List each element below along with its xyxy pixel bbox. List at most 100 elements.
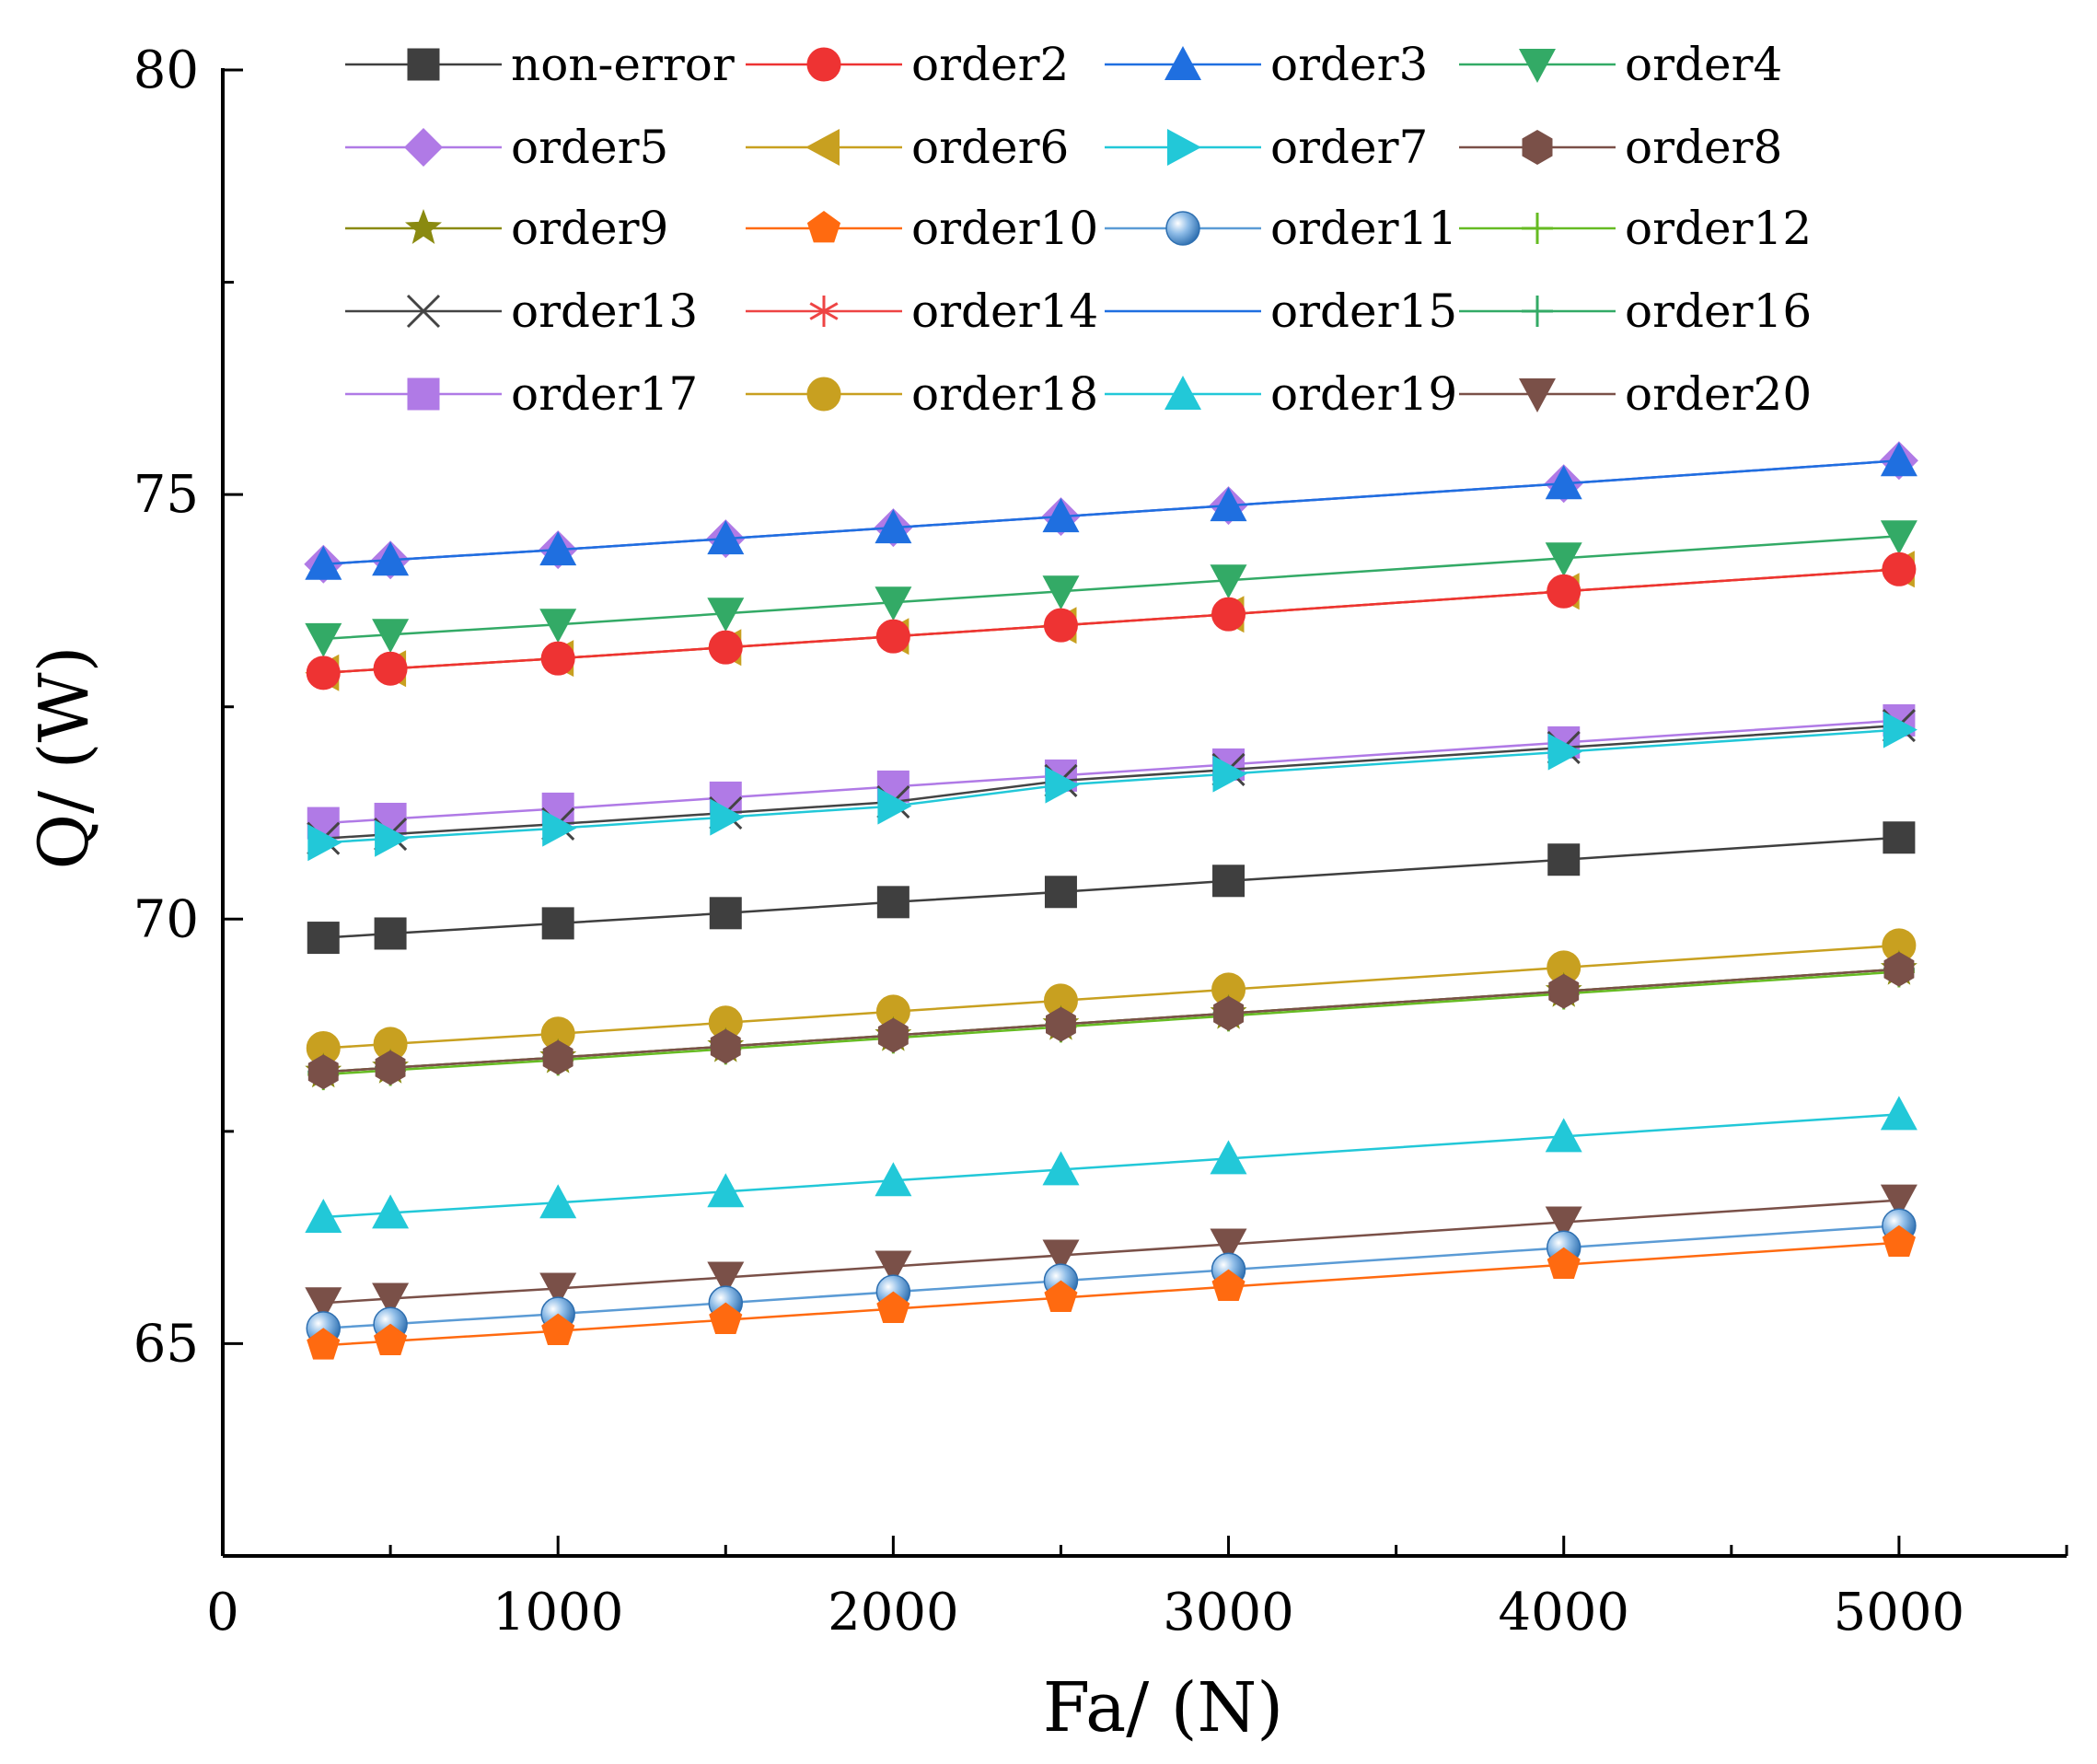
legend-marker [404,128,443,167]
data-point-order4 [1210,564,1247,599]
data-point-order20 [372,1282,410,1317]
legend-label: order9 [511,202,668,255]
legend-label: order18 [911,367,1098,421]
data-point-order20 [707,1261,745,1296]
series-order18 [306,928,1917,1065]
data-point-non-error [307,922,340,955]
legend-marker [1522,296,1553,327]
legend-label: order12 [1625,202,1812,255]
data-point-order8 [1213,995,1244,1031]
data-point-non-error [1212,865,1245,898]
data-point-order2 [373,651,408,686]
data-point-order19 [1042,1151,1080,1186]
legend-label: order13 [511,284,698,338]
legend-item-order4: order4 [1459,38,1782,91]
legend-item-order3: order3 [1105,38,1428,91]
data-point-order3 [1042,498,1080,533]
data-point-order10 [374,1323,408,1355]
x-tick-label: 4000 [1498,1583,1629,1642]
data-point-order7 [877,787,912,825]
data-point-order19 [305,1199,342,1233]
series-non-error [307,821,1916,955]
legend-item-order6: order6 [746,121,1069,174]
data-point-order2 [1043,608,1078,643]
legend-marker [806,47,841,82]
data-point-non-error [374,917,407,950]
x-tick-label: 5000 [1834,1583,1965,1642]
data-point-order8 [1883,951,1915,987]
legend-label: order16 [1625,284,1812,338]
series-layer [304,441,1918,1360]
legend-marker [1522,213,1553,244]
legend-item-order12: order12 [1459,202,1812,255]
legend-label: order14 [911,284,1098,338]
legend-item-order14: order14 [746,284,1098,338]
data-point-order10 [1211,1269,1245,1301]
data-point-order8 [710,1028,741,1064]
legend-item-order7: order7 [1105,121,1428,174]
series-order3 [305,442,1917,580]
x-tick-label: 2000 [828,1583,959,1642]
data-point-order20 [1545,1206,1582,1241]
data-point-order2 [306,656,341,691]
data-point-order8 [1548,973,1580,1009]
data-point-order8 [877,1017,909,1053]
data-point-order7 [1547,733,1582,771]
series-order19 [305,1096,1917,1233]
data-point-order2 [1882,551,1917,586]
y-tick-label: 80 [133,41,199,100]
x-axis-title: Fa/ (N) [1043,1668,1283,1747]
data-point-order4 [1545,542,1582,577]
data-point-order8 [542,1039,573,1075]
legend-marker [1167,129,1201,166]
x-tick-label: 0 [206,1583,239,1642]
data-point-order3 [1880,442,1917,477]
legend-marker [1164,376,1201,410]
legend-label: order8 [1625,121,1782,174]
legend-marker [407,377,440,411]
data-point-order8 [375,1050,406,1085]
legend-item-order16: order16 [1459,284,1812,338]
data-point-order2 [540,641,575,676]
legend-label: order7 [1270,121,1428,174]
data-point-order2 [1547,574,1581,609]
data-point-non-error [1883,821,1916,854]
data-point-order4 [707,598,745,632]
data-point-order3 [1210,487,1247,522]
legend-marker [407,48,440,81]
legend: non-error order2 order3 order4 order5 order6 o… [345,38,1812,421]
legend-label: order11 [1270,202,1457,255]
data-point-order8 [307,1054,339,1090]
data-point-order4 [372,619,410,654]
data-point-order10 [876,1291,910,1323]
data-point-order7 [307,824,342,862]
data-point-order4 [875,586,912,621]
data-point-order4 [1880,520,1917,555]
legend-item-order20: order20 [1459,367,1812,421]
data-point-order19 [875,1162,912,1197]
data-point-order7 [1212,755,1247,793]
legend-label: order15 [1270,284,1457,338]
legend-marker [805,129,840,166]
data-point-order19 [1210,1140,1247,1175]
data-point-non-error [876,886,909,919]
y-tick-label: 75 [133,465,199,525]
legend-item-order5: order5 [345,121,668,174]
legend-item-order18: order18 [746,367,1098,421]
data-point-order10 [541,1313,575,1345]
legend-label: order4 [1625,38,1782,91]
data-point-order7 [375,819,410,857]
legend-item-order19: order19 [1105,367,1457,421]
data-point-order10 [307,1328,341,1360]
data-point-order20 [539,1272,577,1307]
legend-item-order13: order13 [345,284,698,338]
data-point-order19 [372,1194,410,1229]
x-tick-label: 3000 [1163,1583,1294,1642]
legend-item-order9: order9 [345,202,668,255]
y-tick-label: 70 [133,889,199,949]
data-point-order3 [539,531,577,566]
data-point-order8 [1046,1006,1076,1042]
legend-marker [806,211,841,243]
legend-marker [406,294,441,329]
